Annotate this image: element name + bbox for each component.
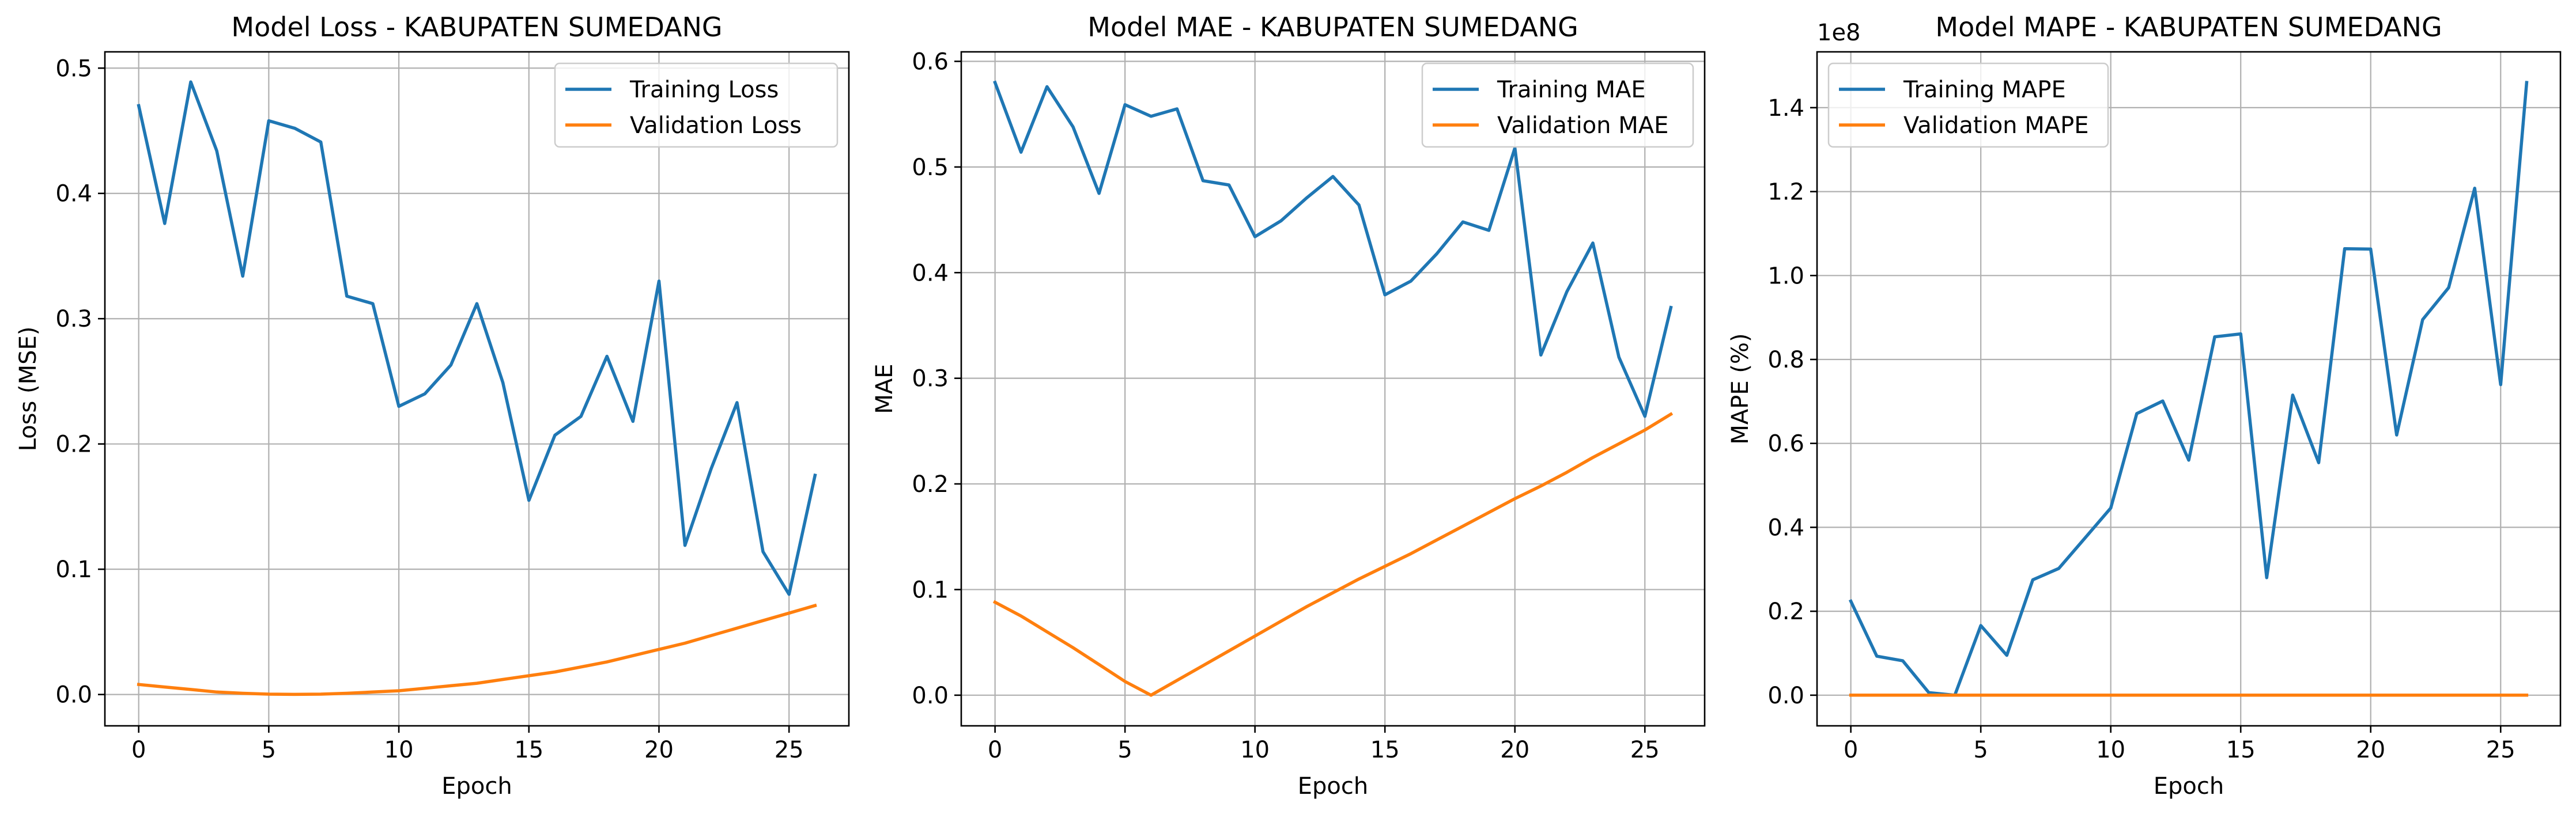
x-tick-label: 20 [644,737,674,763]
x-axis-label: Epoch [441,773,512,800]
axes-frame [1816,51,2562,727]
y-tick-label: 0.6 [1767,431,1804,457]
legend-box [1827,62,2109,148]
y-axis-label: MAPE (%) [1727,333,1754,444]
legend-label: Validation Loss [630,112,802,139]
x-axis-label: Epoch [1298,773,1368,800]
y-tick-label: 0.5 [55,55,92,82]
chart-panel-2: 0 5 10 15 20 25 0.0 0.1 0.2 0.3 0.4 0.5 0.6 Model MAE… [871,12,1706,800]
chart-panel-3: 0 5 10 15 20 25 0.0 0.2 0.4 0.6 0.8 1.0 1.2 1.4 1e8 Mod… [1727,12,2562,800]
x-tick-label: 15 [514,737,543,763]
x-tick-label: 10 [384,737,414,763]
y-tick-label: 0.8 [1767,347,1804,373]
chart-title: Model MAPE - KABUPATEN SUMEDANG [1935,12,2442,43]
y-tick-label: 0.1 [55,556,92,583]
axes-frame [104,51,850,727]
y-axis-label: MAE [871,363,898,414]
y-tick-label: 0.2 [55,431,92,458]
series-line-training [1848,81,2529,697]
legend: Training MAE Validation MAE [1421,62,1694,148]
x-tick-label: 25 [1630,737,1660,763]
chart-title: Model Loss - KABUPATEN SUMEDANG [231,12,722,43]
y-tick-label: 1.2 [1767,179,1804,206]
x-tick-label: 0 [1844,737,1858,763]
legend: Training MAPE Validation MAPE [1827,62,2109,148]
axis-offset-label: 1e8 [1817,20,1861,46]
legend-label: Training Loss [629,77,779,103]
series-line-training [137,80,817,596]
legend-label: Validation MAPE [1903,112,2089,139]
legend-box [1421,62,1694,148]
x-tick-label: 25 [2486,737,2515,763]
x-tick-label: 25 [775,737,804,763]
y-tick-label: 0.4 [1767,514,1804,541]
y-tick-label: 0.3 [912,366,949,392]
x-tick-label: 10 [2096,737,2125,763]
y-tick-label: 0.1 [912,577,949,603]
y-tick-label: 0.0 [912,683,949,709]
y-tick-label: 0.4 [912,260,949,286]
legend-box [554,62,838,148]
x-tick-label: 5 [1973,737,1988,763]
y-tick-label: 0.4 [55,181,92,207]
x-tick-label: 10 [1240,737,1270,763]
x-tick-label: 15 [2226,737,2256,763]
chart-title: Model MAE - KABUPATEN SUMEDANG [1087,12,1578,43]
x-axis-label: Epoch [2154,773,2224,800]
legend-label: Training MAPE [1903,77,2066,103]
y-tick-label: 0.5 [912,154,949,181]
series-line-validation [992,412,1674,697]
x-tick-label: 0 [988,737,1002,763]
y-tick-label: 0.0 [55,682,92,709]
axes-frame [960,51,1706,727]
y-tick-label: 0.3 [55,306,92,332]
x-tick-label: 5 [262,737,276,763]
x-tick-label: 0 [131,737,146,763]
y-tick-label: 0.0 [1767,683,1804,709]
series-line-validation [137,603,817,696]
y-tick-label: 0.6 [912,49,949,75]
legend-label: Validation MAE [1497,112,1668,139]
y-tick-label: 1.4 [1767,95,1804,122]
chart-panel-1: 0 5 10 15 20 25 0.0 0.1 0.2 0.3 0.4 0.5 Model Loss -… [15,12,850,800]
legend-label: Training MAE [1497,77,1646,103]
y-axis-label: Loss (MSE) [15,327,41,452]
x-tick-label: 20 [1500,737,1529,763]
series-line-training [993,80,1673,418]
y-tick-label: 0.2 [1767,599,1804,625]
x-tick-label: 20 [2356,737,2385,763]
x-tick-label: 5 [1117,737,1132,763]
x-tick-label: 15 [1370,737,1400,763]
y-tick-label: 0.2 [912,471,949,498]
legend: Training Loss Validation Loss [554,62,838,148]
y-tick-label: 1.0 [1767,263,1804,289]
